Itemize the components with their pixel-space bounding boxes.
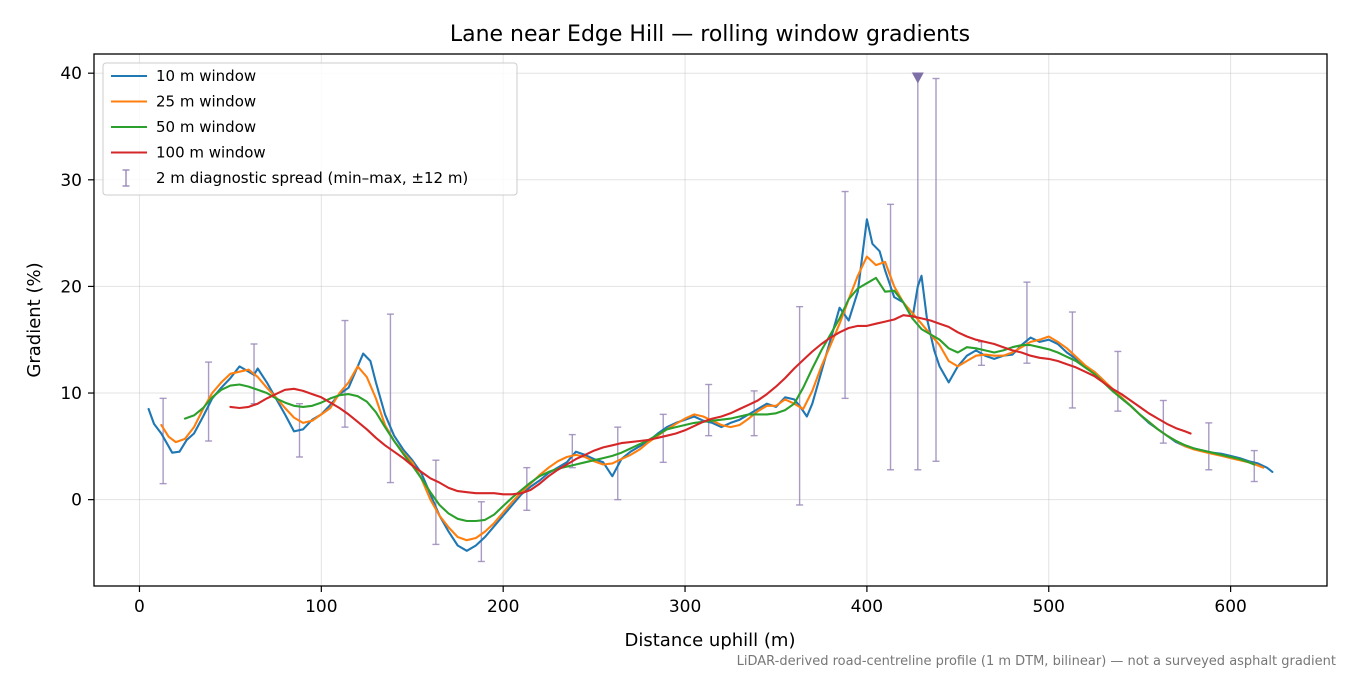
x-axis-label: Distance uphill (m)	[625, 630, 796, 651]
chart-title: Lane near Edge Hill — rolling window gra…	[450, 22, 970, 47]
legend-entry: 2 m diagnostic spread (min–max, ±12 m)	[156, 169, 468, 187]
y-axis-label: Gradient (%)	[24, 262, 45, 377]
series-lines	[147, 218, 1274, 552]
footnote: LiDAR-derived road-centreline profile (1…	[737, 654, 1336, 669]
y-tick-label: 40	[60, 64, 82, 84]
y-tick-label: 0	[71, 491, 82, 511]
axes: 0 100 200 300 400 500 600 0 10 20 30 40	[60, 64, 1246, 617]
y-tick-label: 30	[60, 171, 82, 191]
series-line	[183, 276, 1256, 523]
x-tick-label: 500	[1033, 597, 1065, 617]
legend-entry: 25 m window	[156, 93, 256, 111]
x-tick-label: 600	[1214, 597, 1246, 617]
legend: 10 m window 25 m window 50 m window 100 m w…	[102, 62, 518, 196]
x-tick-label: 0	[134, 597, 145, 617]
x-tick-label: 300	[669, 597, 701, 617]
legend-box	[102, 62, 518, 196]
plot-frame	[93, 53, 1328, 587]
x-tick-label: 100	[305, 597, 337, 617]
legend-entry: 10 m window	[156, 67, 256, 85]
clipped-marker	[911, 72, 924, 84]
y-tick-label: 20	[60, 277, 82, 297]
x-tick-label: 400	[851, 597, 883, 617]
legend-entry: 50 m window	[156, 118, 256, 136]
x-tick-label: 200	[487, 597, 519, 617]
y-tick-label: 10	[60, 384, 82, 404]
legend-entry: 100 m window	[156, 144, 266, 162]
series-line	[229, 314, 1192, 496]
